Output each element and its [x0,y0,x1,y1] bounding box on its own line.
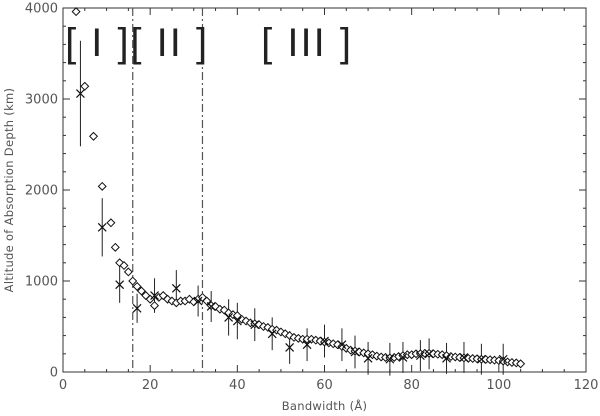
cross-point [398,353,408,362]
x-axis-ticks: 0 20 40 60 80 100 120 [59,8,599,393]
diamond-point [232,311,242,321]
diamond-point [119,261,129,271]
diamond-point [136,286,146,296]
cross-point [224,312,234,322]
diamond-point [337,342,347,352]
diamond-point [280,329,290,339]
diamond-point [97,181,107,191]
x-tick-label: 40 [229,378,246,393]
cross-point [76,89,85,98]
cross-point [459,353,469,362]
y-tick-label: 3000 [25,93,58,108]
cross-point [97,222,107,232]
diamond-point [202,296,212,306]
diamond-point [123,267,133,277]
data-points [71,7,526,369]
cross-point [285,343,295,352]
region-label: [ I ] [65,21,131,65]
diamond-point [150,301,160,311]
cross-point [498,354,508,364]
cross-point [476,354,486,364]
diamond-point [80,81,90,91]
cross-point [206,302,216,311]
region-label: [ III ] [261,21,353,65]
cross-point [193,296,203,306]
cross-point [267,329,277,339]
cross-point [442,353,451,363]
cross-point [337,340,347,350]
error-bars [79,40,504,376]
x-tick-label: 0 [59,378,67,393]
diamond-point [89,131,99,141]
x-tick-label: 60 [316,378,333,393]
y-tick-label: 0 [50,366,58,381]
region-labels: [ I ][ II ] [ III ] [65,21,353,65]
y-tick-label: 2000 [25,184,58,199]
x-tick-label: 80 [403,378,420,393]
diamond-point [167,296,177,306]
diamond-point [115,258,125,268]
cross-point [350,347,360,357]
cross-point [320,336,329,346]
diamond-point [106,218,116,228]
x-axis-label: Bandwidth (Å) [282,398,368,413]
x-tick-label: 120 [574,378,599,393]
y-tick-label: 4000 [25,2,58,17]
diamond-point [241,316,251,326]
diamond-point [276,327,286,337]
x-tick-label: 20 [142,378,159,393]
cross-point [150,291,159,300]
cross-point [415,351,425,361]
diamond-point [219,305,229,315]
diamond-point [128,276,138,286]
y-axis-ticks: 0 1000 2000 3000 4000 [25,2,586,381]
region-label: [ II ] [130,21,209,65]
diamond-point [141,291,151,301]
diamond-point [132,281,142,291]
region-boundaries [132,8,204,372]
cross-point [115,280,125,290]
cross-point [363,353,373,363]
y-axis-label: Altitude of Absorption Depth (km) [2,88,16,293]
cross-point [232,316,242,326]
y-tick-label: 1000 [25,275,58,290]
cross-point [250,320,260,330]
diamond-point [110,242,120,252]
diamond-point [237,314,247,324]
diamond-point [516,359,526,369]
cross-point [132,303,142,313]
cross-point [171,283,181,293]
cross-point [385,354,395,364]
x-tick-label: 100 [486,378,511,393]
cross-point [302,340,312,350]
diamond-point [71,7,81,17]
cross-point [424,349,434,359]
